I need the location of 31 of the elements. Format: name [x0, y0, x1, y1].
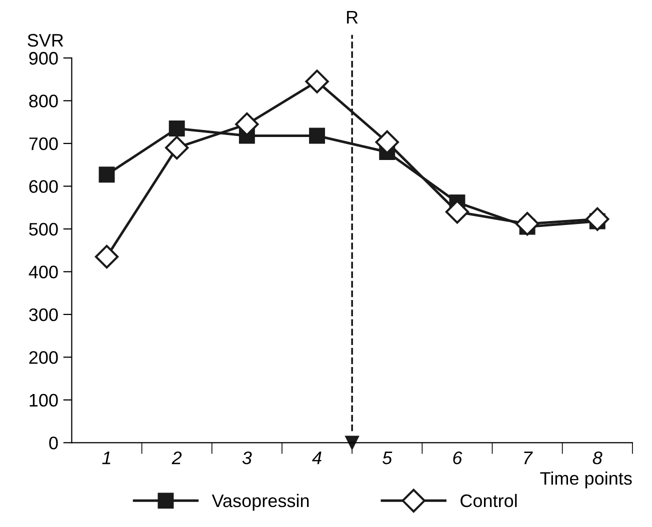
point: [165, 136, 189, 160]
y-tick-label: 0: [49, 436, 58, 450]
y-tick-label: 500: [29, 222, 58, 236]
y-tick-label: 300: [29, 308, 58, 322]
x-axis-title: Time points: [540, 472, 632, 488]
point: [98, 166, 115, 183]
y-tick-label: 100: [30, 394, 58, 407]
y-tick-label: 600: [29, 180, 58, 193]
point: [305, 70, 329, 94]
x-tick-label: 3: [242, 451, 252, 464]
x-tick-label: 2: [172, 451, 182, 464]
x-tick-label: 1: [102, 452, 110, 464]
x-tick-label: 4: [312, 452, 322, 464]
ref-line-label: R: [347, 11, 358, 24]
y-tick-label: 200: [29, 351, 58, 364]
point: [515, 212, 540, 236]
point: [94, 244, 119, 269]
point: [168, 120, 185, 136]
legend-label: Control: [460, 494, 517, 508]
y-tick-label: 400: [28, 266, 58, 278]
y-tick-label: 700: [29, 137, 58, 150]
point: [586, 207, 610, 231]
y-tick-label: 800: [29, 94, 58, 108]
x-tick-label: 7: [524, 452, 533, 464]
x-tick-label: 5: [382, 452, 392, 464]
y-tick-label: 900: [29, 52, 58, 65]
point: [309, 128, 326, 144]
x-tick-label: 8: [592, 452, 602, 464]
legend-label: Vasopressin: [212, 494, 309, 511]
x-tick-label: 6: [453, 451, 462, 464]
y-axis-title: SVR: [28, 34, 64, 47]
